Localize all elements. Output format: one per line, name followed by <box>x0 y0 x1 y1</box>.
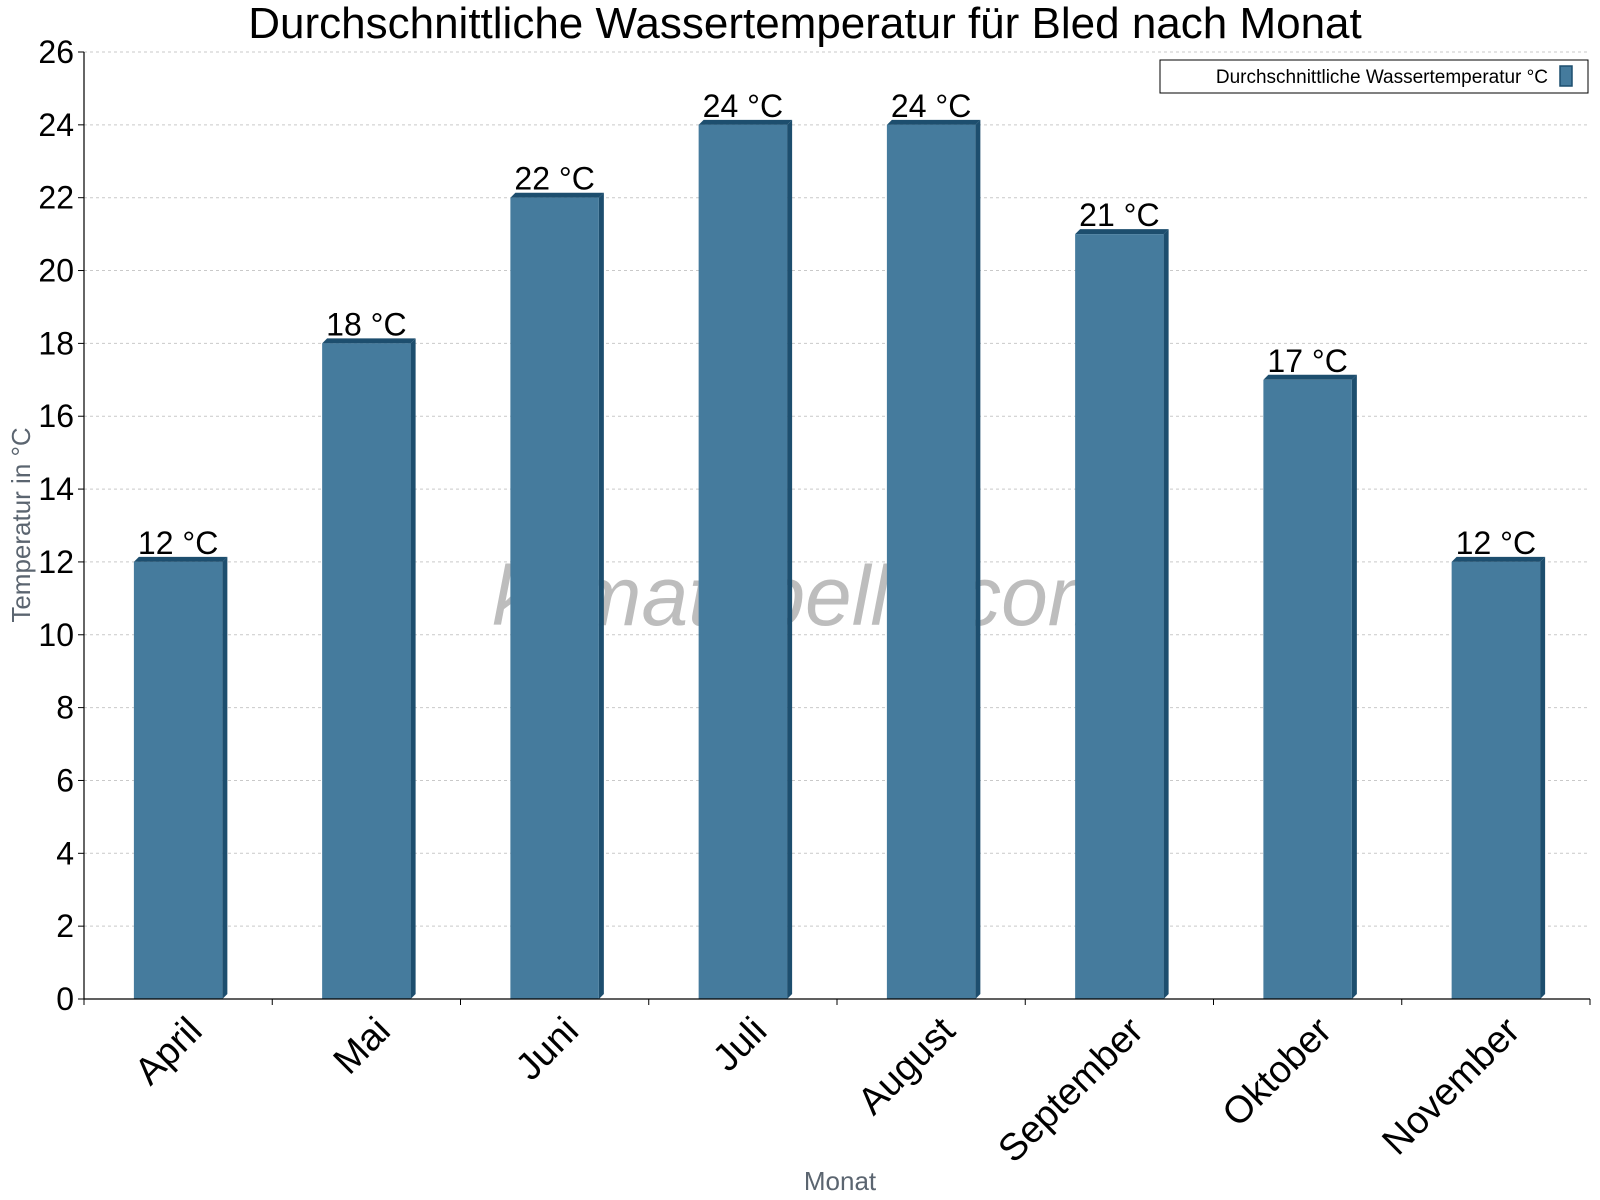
bar-top <box>133 556 228 562</box>
data-label: 18 °C <box>326 306 406 342</box>
bar <box>698 124 788 1000</box>
y-tick-label: 18 <box>38 325 74 361</box>
y-tick-label: 26 <box>38 34 74 70</box>
x-tick-label: Mai <box>326 1010 399 1083</box>
bar-top <box>510 192 604 198</box>
y-tick-label: 2 <box>56 908 74 944</box>
bar-top <box>886 119 981 125</box>
bar-side <box>1351 374 1357 999</box>
bar-side <box>1540 556 1546 999</box>
bars: 12 °C 18 °C 22 °C 24 °C 24 °C 21 °C 17 °C 12 °C <box>133 88 1546 1000</box>
x-tick-label: April <box>127 1010 210 1093</box>
bar-group: 18 °C <box>322 306 416 999</box>
bar-side <box>222 556 228 999</box>
chart-title: Durchschnittliche Wassertemperatur für B… <box>248 0 1362 48</box>
bar <box>1075 234 1164 1000</box>
legend-box <box>1159 59 1589 94</box>
data-label: 21 °C <box>1079 197 1159 233</box>
bar <box>510 197 599 999</box>
bar-group: 12 °C <box>1451 525 1546 999</box>
data-label: 24 °C <box>703 88 783 124</box>
y-tick-label: 22 <box>38 180 74 216</box>
x-tick-label: November <box>1375 1009 1529 1163</box>
bar-top <box>1263 374 1357 380</box>
x-tick-label: Oktober <box>1215 1009 1341 1135</box>
legend: Durchschnittliche Wassertemperatur °C <box>1159 59 1589 94</box>
bar <box>1451 561 1541 999</box>
data-label: 17 °C <box>1267 343 1347 379</box>
x-tick-labels: April Mai Juni Juli August September Oktober No… <box>127 1009 1528 1170</box>
data-label: 24 °C <box>891 88 971 124</box>
gridlines <box>84 51 1590 927</box>
bar-group: 17 °C <box>1263 343 1357 999</box>
bar <box>886 124 976 1000</box>
x-tick-label: Juni <box>508 1010 587 1089</box>
bar-group: 21 °C <box>1075 197 1169 1000</box>
legend-label: Durchschnittliche Wassertemperatur °C <box>1216 67 1548 88</box>
y-tick-label: 8 <box>56 690 74 726</box>
bar-group: 12 °C <box>133 525 228 999</box>
bar <box>1263 379 1352 999</box>
data-label: 12 °C <box>138 525 218 561</box>
y-axis-label: Temperatur in °C <box>6 427 36 622</box>
y-tick-label: 4 <box>56 835 74 871</box>
x-tick-label: August <box>850 1009 964 1123</box>
bar-group: 24 °C <box>886 88 981 1000</box>
y-tick-label: 0 <box>56 981 74 1017</box>
bar-side <box>1163 229 1169 1000</box>
bar <box>322 343 411 999</box>
bar-side <box>975 119 981 1000</box>
y-tick-label: 6 <box>56 762 74 798</box>
bar-side <box>787 119 793 1000</box>
y-tick-label: 14 <box>38 471 74 507</box>
y-tick-label: 24 <box>38 107 74 143</box>
bar-group: 22 °C <box>510 161 604 999</box>
axes <box>78 51 1591 1005</box>
x-tick-label: Juli <box>705 1010 775 1080</box>
bar <box>133 561 223 999</box>
x-tick-label: September <box>991 1009 1152 1170</box>
bar-side <box>598 192 604 999</box>
y-tick-label: 20 <box>38 253 74 289</box>
x-axis-label: Monat <box>804 1166 877 1196</box>
bar-top <box>322 338 416 344</box>
y-tick-label: 10 <box>38 617 74 653</box>
bar-top <box>698 119 793 125</box>
legend-swatch <box>1559 65 1573 87</box>
bar-side <box>410 338 416 999</box>
bar-top <box>1075 229 1169 235</box>
data-label: 22 °C <box>514 161 594 197</box>
bar-top <box>1451 556 1546 562</box>
y-tick-label: 12 <box>38 544 74 580</box>
bar-group: 24 °C <box>698 88 793 1000</box>
data-label: 12 °C <box>1456 525 1536 561</box>
y-tick-label: 16 <box>38 398 74 434</box>
